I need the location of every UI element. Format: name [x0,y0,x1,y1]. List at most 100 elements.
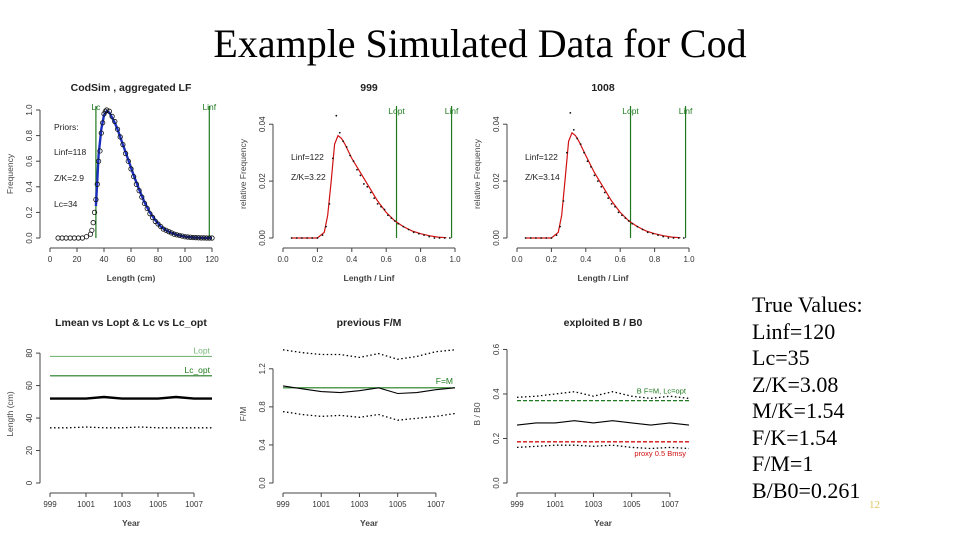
chart3-data-point [529,237,532,239]
true-value-fk: F/K=1.54 [752,424,838,450]
chart2-data-point [428,235,431,238]
chart1-annotation: Linf=118 [54,147,86,157]
chart4-x-label: Year [122,518,141,528]
chart5-y-label: F/M [238,407,248,422]
chart6-x-tick-label: 1003 [585,500,603,509]
chart1-legend-title: Priors: [54,122,79,132]
chart3-data-point [651,232,654,235]
chart5-x-tick-label: 1001 [312,500,330,509]
chart2-data-point [306,237,308,239]
chart2-x-tick-label: 0.6 [381,255,393,264]
chart3-data-point [545,237,548,239]
chart1-x-label: Length (cm) [107,273,156,283]
chart1-data-point [106,108,113,114]
chart1-data-point [150,214,156,221]
chart1-data-point [131,173,137,180]
chart2-data-point [448,237,451,239]
chart6-y-tick-label: 0.4 [492,388,501,400]
chart2-data-point [407,228,410,231]
chart3-data-point [607,197,610,200]
chart6-title: exploited B / B0 [564,317,643,329]
chart4-x-tick-label: 999 [43,500,57,509]
chart2-data-point [366,185,369,188]
chart1-data-point [144,205,150,212]
chart2-y-tick-label: 0.00 [258,230,267,246]
chart3-y-tick-label: 0.02 [492,173,501,189]
chart3-data-point [550,237,553,239]
chart1-data-point [174,232,180,238]
chart2-vline-label: Lopt [388,106,405,116]
chart3-data-point [583,151,585,154]
chart1-y-tick-label: 0.2 [25,206,34,218]
chart3-data-point [572,129,575,131]
chart1-data-point [112,118,118,125]
chart5-series-line-3 [282,349,456,360]
chart3-data-point [610,202,613,205]
chart3-fit-curve [525,131,681,239]
chart3-data-point [662,235,665,238]
chart2-y-label: relative Frequency [238,138,248,209]
chart6-annotation: B F=M, Lc=opt [637,387,687,396]
chart1-y-label: Frequency [5,153,15,194]
chart1-data-point [128,166,134,172]
chart2-data-point [311,237,314,239]
chart6-x-tick-label: 999 [510,500,524,509]
chart1-data-point [117,134,123,140]
chart3-data-point [617,211,620,214]
chart4-y-tick-label: 80 [25,348,34,357]
chart1-data-point [198,235,204,241]
chart1-y-tick-label: 0.8 [25,129,34,141]
chart3-data-point [562,200,565,202]
chart2-data-point [338,131,341,134]
chart6-x-label: Year [594,518,613,528]
chart5-y-tick-label: 0.8 [258,401,267,413]
chart3-x-tick-label: 0.4 [580,255,592,264]
chart2-data-point [290,237,293,239]
chart1-data-point [104,107,110,113]
chart1-data-point [93,197,99,203]
chart3-y-label: relative Frequency [472,138,482,209]
chart4-x-tick-label: 1007 [185,500,203,509]
chart1-data-point [100,120,106,126]
chart1-data-point [89,227,95,233]
chart2-data-point [321,234,324,237]
chart1-x-tick-label: 100 [178,255,192,264]
chart1-data-point [193,235,199,241]
chart1-title: CodSim , aggregated LF [71,82,192,94]
chart1-data-point [83,234,90,240]
chart1-data-point [166,229,172,235]
chart3-vline-label: Linf [679,106,693,116]
chart1-data-point [158,223,164,230]
chart1-vline-label: Lc [91,102,101,112]
chart5-series-line-2 [282,385,456,395]
chart2-data-point [423,234,425,237]
chart3-x-tick-label: 1.0 [683,255,695,264]
chart1-data-point [177,232,183,239]
chart4-series-label: Lc_opt [184,365,210,375]
chart2-data-point [390,217,393,219]
chart4-series-line-4 [50,426,212,429]
chart3-data-point [559,225,561,228]
chart3-data-point [540,237,542,239]
chart2-data-point [387,214,389,217]
chart1-data-point [190,234,196,241]
chart5-series-line-4 [282,410,456,421]
chart1-data-point [206,235,212,241]
chart3-data-point [600,185,603,188]
chart1-x-tick-label: 60 [127,255,136,264]
chart3-data-point [631,222,634,225]
chart2-data-point [316,237,319,239]
chart2-data-point [349,154,351,157]
chart3-data-point [627,220,630,222]
chart3-data-point [535,237,537,239]
chart4-y-tick-label: 40 [25,413,34,422]
chart2-x-tick-label: 1.0 [449,255,461,264]
chart1-data-point [201,235,207,241]
chart3-data-point [646,231,649,234]
chart4-y-label: Length (cm) [5,391,15,437]
true-values-heading: True Values: [752,292,863,317]
chart5-x-tick-label: 1003 [351,500,369,509]
chart2-title: 999 [360,82,378,94]
chart1-data-point [155,221,161,227]
chart1-data-point [120,141,126,148]
